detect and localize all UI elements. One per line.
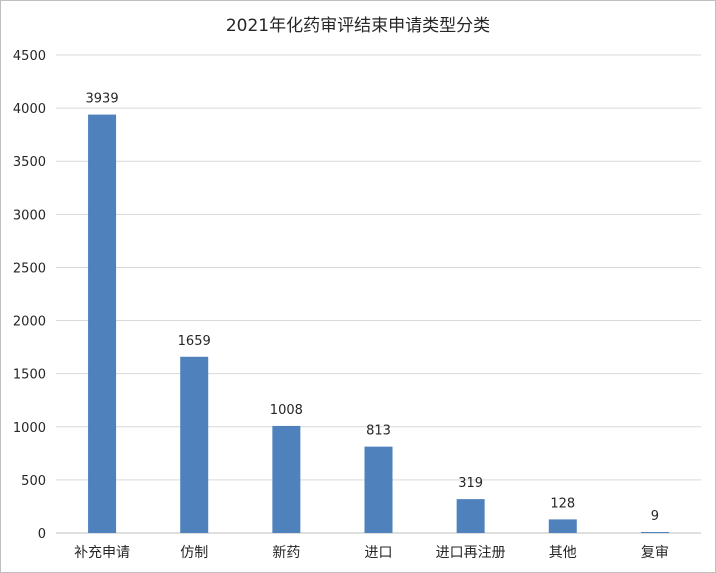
y-tick-label: 0	[38, 527, 46, 542]
data-label: 9	[651, 509, 659, 524]
y-tick-label: 500	[21, 474, 46, 489]
bar	[272, 425, 301, 533]
chart-title: 2021年化药审评结束申请类型分类	[225, 16, 491, 36]
y-tick-label: 4500	[13, 49, 46, 64]
bar	[640, 532, 669, 533]
data-labels: 3939 1659 1008 813 319 128 9	[86, 92, 660, 524]
category-label: 补充申请	[74, 545, 130, 561]
bar	[88, 114, 117, 533]
data-label: 319	[458, 476, 483, 491]
data-label: 1659	[178, 334, 211, 349]
data-label: 3939	[86, 92, 119, 107]
category-label: 进口再注册	[436, 545, 506, 561]
y-tick-label: 3000	[13, 208, 46, 223]
y-tick-label: 3500	[13, 155, 46, 170]
y-tick-label: 1000	[13, 421, 46, 436]
bar	[548, 519, 577, 533]
y-tick-label: 4000	[13, 102, 46, 117]
y-tick-label: 2000	[13, 315, 46, 330]
bar	[456, 499, 485, 533]
bar	[364, 446, 393, 533]
y-axis-tick-labels: 0 500 1000 1500 2000 2500 3000 3500 4000 4500	[13, 49, 46, 542]
x-axis-category-labels: 补充申请 仿制 新药 进口 进口再注册 其他 复审	[74, 544, 669, 561]
bars	[88, 114, 669, 533]
bar	[180, 356, 209, 533]
data-label: 813	[366, 424, 391, 439]
category-label: 仿制	[180, 545, 208, 561]
category-label: 进口	[365, 545, 393, 561]
category-label: 新药	[272, 545, 300, 561]
category-label: 复审	[641, 544, 669, 561]
data-label: 128	[550, 496, 575, 511]
y-tick-label: 1500	[13, 368, 46, 383]
y-tick-label: 2500	[13, 261, 46, 276]
category-label: 其他	[549, 545, 577, 561]
data-label: 1008	[270, 403, 303, 418]
